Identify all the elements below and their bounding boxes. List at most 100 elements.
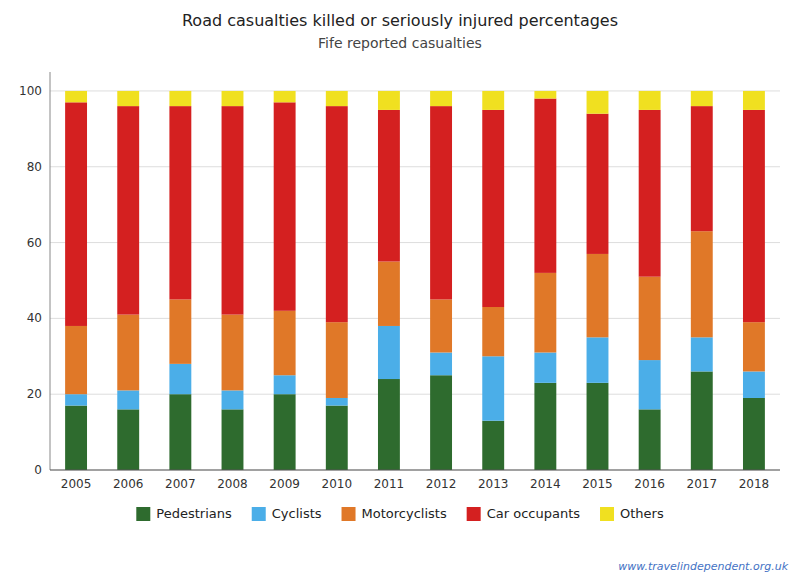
- bar-segment: [65, 91, 87, 102]
- bar-segment: [326, 91, 348, 106]
- legend-swatch: [342, 507, 356, 521]
- bar-segment: [378, 326, 400, 379]
- x-tick-label: 2005: [61, 477, 92, 491]
- x-tick-label: 2010: [322, 477, 353, 491]
- legend-label: Car occupants: [487, 506, 581, 521]
- chart: Road casualties killed or seriously inju…: [0, 0, 800, 580]
- bar-segment: [482, 307, 504, 356]
- x-tick-label: 2008: [217, 477, 248, 491]
- bar-segment: [587, 254, 609, 337]
- bar-segment: [587, 337, 609, 382]
- grid-line: [50, 166, 780, 167]
- legend-swatch: [136, 507, 150, 521]
- legend-item: Motorcyclists: [342, 506, 447, 521]
- bar-segment: [691, 231, 713, 337]
- bar-segment: [65, 394, 87, 405]
- x-tick-label: 2009: [269, 477, 300, 491]
- bar-segment: [117, 315, 139, 391]
- bar-segment: [743, 110, 765, 322]
- bar-segment: [378, 262, 400, 326]
- bar-segment: [65, 326, 87, 394]
- legend-swatch: [467, 507, 481, 521]
- series: [65, 91, 765, 114]
- bar-segment: [743, 91, 765, 110]
- bar-segment: [743, 371, 765, 398]
- x-tick-label: 2012: [426, 477, 457, 491]
- bar-segment: [691, 371, 713, 470]
- x-axis-line: [50, 470, 780, 471]
- x-tick-label: 2017: [687, 477, 718, 491]
- bar-segment: [117, 91, 139, 106]
- legend-label: Motorcyclists: [362, 506, 447, 521]
- bar-segment: [691, 337, 713, 371]
- bar-segment: [691, 91, 713, 106]
- bar-segment: [169, 106, 191, 299]
- bar-segment: [482, 421, 504, 470]
- x-tick-label: 2018: [739, 477, 770, 491]
- bar-segment: [326, 322, 348, 398]
- bar-segment: [169, 299, 191, 363]
- x-tick-label: 2006: [113, 477, 144, 491]
- bar-segment: [587, 114, 609, 254]
- bar-segment: [639, 110, 661, 277]
- bar-segment: [639, 409, 661, 470]
- subtitle: Fife reported casualties: [318, 35, 482, 51]
- legend-label: Others: [620, 506, 664, 521]
- bar-segment: [117, 390, 139, 409]
- bar-segment: [169, 91, 191, 106]
- bar-segment: [117, 106, 139, 314]
- bar-segment: [222, 106, 244, 314]
- legend-label: Pedestrians: [156, 506, 232, 521]
- bar-segment: [169, 394, 191, 470]
- title: Road casualties killed or seriously inju…: [182, 11, 618, 30]
- bar-segment: [222, 315, 244, 391]
- legend-item: Pedestrians: [136, 506, 232, 521]
- bar-segment: [326, 106, 348, 322]
- bar-segment: [326, 398, 348, 406]
- x-tick-label: 2007: [165, 477, 196, 491]
- bar-segment: [743, 322, 765, 371]
- bar-segment: [482, 91, 504, 110]
- bar-segment: [639, 91, 661, 110]
- legend-swatch: [600, 507, 614, 521]
- x-tick-label: 2014: [530, 477, 561, 491]
- bar-segment: [65, 406, 87, 470]
- bars: [65, 91, 765, 470]
- bar-segment: [430, 299, 452, 352]
- bar-segment: [534, 99, 556, 273]
- y-tick-label: 100: [19, 84, 42, 98]
- bar-segment: [430, 106, 452, 299]
- x-tick-label: 2013: [478, 477, 509, 491]
- grid-line: [50, 90, 780, 91]
- bar-segment: [222, 409, 244, 470]
- bar-segment: [326, 406, 348, 470]
- grid-line: [50, 470, 780, 471]
- bar-segment: [534, 273, 556, 353]
- bar-segment: [743, 398, 765, 470]
- bar-segment: [378, 379, 400, 470]
- bar-segment: [274, 394, 296, 470]
- bar-segment: [378, 110, 400, 262]
- y-tick-label: 60: [27, 236, 42, 250]
- bar-segment: [222, 91, 244, 106]
- bar-segment: [482, 356, 504, 420]
- legend-swatch: [252, 507, 266, 521]
- y-tick-label: 80: [27, 160, 42, 174]
- bar-segment: [274, 375, 296, 394]
- legend: Pedestrians Cyclists Motorcyclists Car occu…: [136, 506, 664, 521]
- bar-segment: [534, 91, 556, 99]
- legend-item: Others: [600, 506, 664, 521]
- bar-segment: [378, 91, 400, 110]
- bar-segment: [482, 110, 504, 307]
- bar-segment: [65, 102, 87, 326]
- legend-item: Cyclists: [252, 506, 322, 521]
- bar-segment: [274, 102, 296, 310]
- grid: [50, 91, 780, 470]
- bar-segment: [274, 311, 296, 375]
- grid-line: [50, 394, 780, 395]
- bar-segment: [430, 375, 452, 470]
- bar-segment: [534, 383, 556, 470]
- bar-segment: [639, 277, 661, 360]
- grid-line: [50, 242, 780, 243]
- annotation: www.travelindependent.org.uk: [618, 560, 788, 573]
